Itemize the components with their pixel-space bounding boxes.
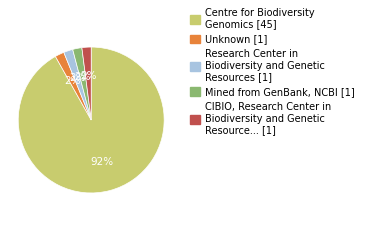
- Text: 2%: 2%: [64, 76, 81, 85]
- Wedge shape: [18, 47, 164, 193]
- Text: 92%: 92%: [91, 157, 114, 167]
- Legend: Centre for Biodiversity
Genomics [45], Unknown [1], Research Center in
Biodivers: Centre for Biodiversity Genomics [45], U…: [187, 5, 358, 138]
- Wedge shape: [73, 48, 91, 120]
- Text: 2%: 2%: [74, 72, 91, 82]
- Wedge shape: [64, 49, 91, 120]
- Wedge shape: [55, 52, 91, 120]
- Text: 2%: 2%: [80, 71, 97, 81]
- Wedge shape: [82, 47, 91, 120]
- Text: 2%: 2%: [69, 73, 86, 84]
